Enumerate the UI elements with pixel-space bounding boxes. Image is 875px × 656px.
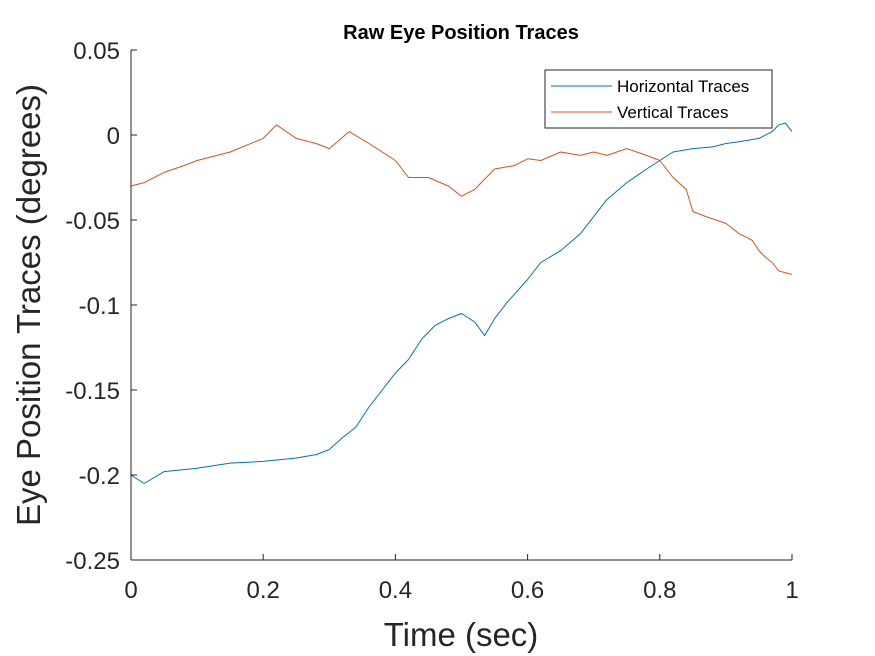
y-tick-label: 0.05 [73, 38, 120, 65]
y-tick-label: -0.1 [79, 293, 120, 320]
vertical-traces-line [130, 124, 793, 275]
x-tick-label: 0.2 [247, 577, 280, 604]
x-axis-ticks: 0 0.2 0.4 0.6 0.8 1 [124, 554, 799, 604]
legend: Horizontal Traces Vertical Traces [544, 69, 773, 129]
x-tick-label: 0 [124, 577, 137, 604]
y-axis-ticks: -0.25 -0.2 -0.15 -0.1 -0.05 0 0.05 [65, 38, 137, 575]
legend-label-vertical: Vertical Traces [617, 103, 729, 122]
x-tick-label: 1 [785, 577, 798, 604]
y-tick-label: -0.25 [65, 548, 120, 575]
series-layer [130, 122, 793, 484]
y-axis-label: Eye Position Traces (degrees) [10, 84, 47, 526]
x-tick-label: 0.6 [511, 577, 544, 604]
horizontal-traces-line [130, 122, 793, 484]
y-tick-label: -0.2 [79, 463, 120, 490]
x-tick-label: 0.4 [379, 577, 412, 604]
y-tick-label: 0 [107, 123, 120, 150]
chart-title: Raw Eye Position Traces [343, 22, 579, 44]
legend-label-horizontal: Horizontal Traces [617, 77, 749, 96]
legend-box [544, 69, 773, 129]
y-tick-label: -0.15 [65, 378, 120, 405]
x-axis-label: Time (sec) [384, 616, 539, 653]
x-tick-label: 0.8 [643, 577, 676, 604]
y-tick-label: -0.05 [65, 208, 120, 235]
